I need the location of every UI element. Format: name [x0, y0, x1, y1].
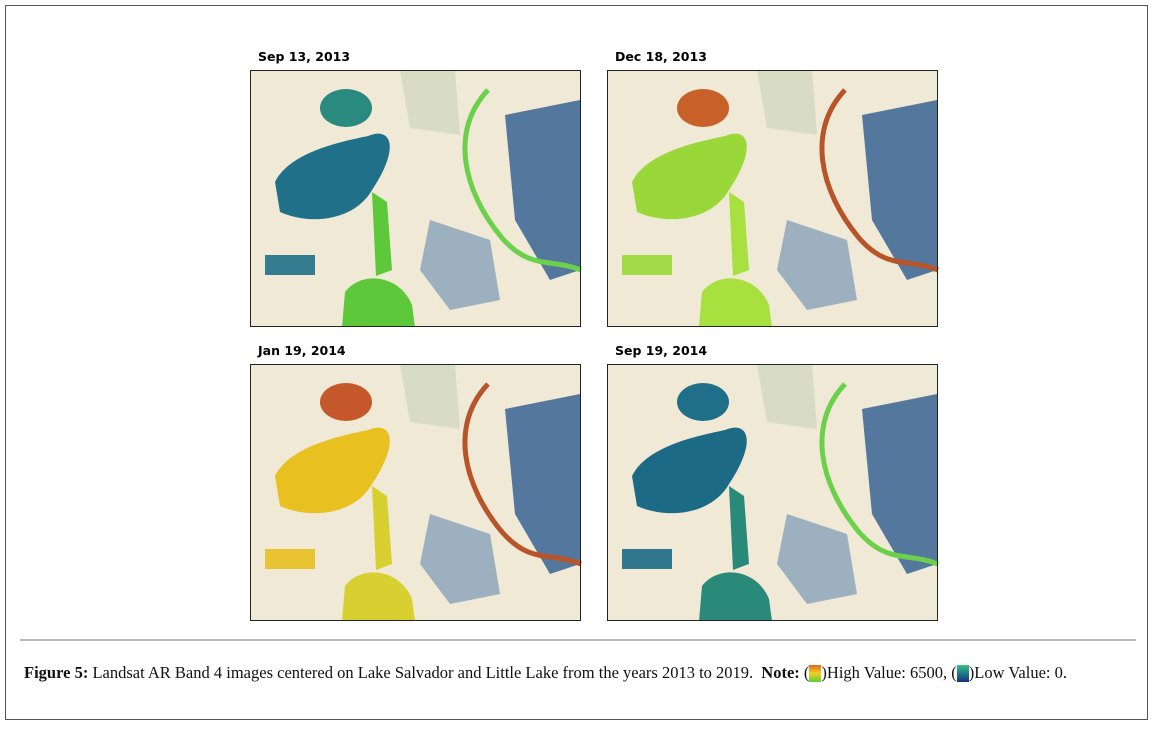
river [819, 382, 939, 567]
little-lake [320, 383, 372, 421]
marsh [420, 220, 500, 310]
high-swatch [809, 665, 822, 682]
map-border [607, 364, 938, 621]
paren: ( [951, 663, 957, 682]
map-image [250, 364, 582, 621]
low-note: )Low Value: 0. [968, 663, 1067, 682]
map-image [250, 70, 582, 327]
paren: ( [803, 663, 810, 682]
south-lake [699, 278, 772, 327]
river [819, 88, 939, 273]
channel [372, 192, 392, 276]
channel [372, 486, 392, 570]
panel-label: Sep 13, 2013 [258, 49, 350, 64]
urban-area [400, 70, 460, 135]
marsh [777, 220, 857, 310]
panel-label: Jan 19, 2014 [257, 343, 346, 358]
lake [632, 133, 747, 220]
channel [729, 486, 749, 570]
marsh [862, 394, 937, 574]
pond [622, 549, 672, 569]
map-image [607, 364, 939, 621]
lake [275, 427, 390, 514]
marsh [505, 100, 580, 280]
marsh [420, 514, 500, 604]
pond [265, 549, 315, 569]
map-panels: Sep 13, 2013 Dec 18, 2013 Jan 19, 2014 Sep … [20, 49, 1136, 641]
south-lake [699, 572, 772, 621]
low-swatch [956, 665, 969, 682]
marsh [862, 100, 937, 280]
marsh [505, 394, 580, 574]
south-lake [342, 572, 415, 621]
map-image [607, 70, 939, 327]
caption-text: Landsat AR Band 4 images centered on Lak… [92, 663, 754, 682]
caption: Figure 5: Landsat AR Band 4 images cente… [24, 660, 1139, 685]
lake [632, 427, 747, 514]
urban-area [757, 70, 817, 135]
map-border [250, 70, 581, 327]
pond [622, 255, 672, 275]
panel-label: Dec 18, 2013 [615, 49, 707, 64]
lake [275, 133, 390, 220]
urban-area [400, 364, 460, 429]
little-lake [677, 89, 729, 127]
marsh [777, 514, 857, 604]
little-lake [677, 383, 729, 421]
south-lake [342, 278, 415, 327]
river [462, 382, 582, 567]
channel [729, 192, 749, 276]
map-border [250, 364, 581, 621]
urban-area [757, 364, 817, 429]
river [462, 88, 582, 273]
panel-label: Sep 19, 2014 [615, 343, 707, 358]
figure-label: Figure 5: [24, 663, 89, 682]
note-label: Note: [761, 663, 800, 682]
figure-frame [5, 5, 1148, 720]
pond [265, 255, 315, 275]
little-lake [320, 89, 372, 127]
map-border [607, 70, 938, 327]
high-note: )High Value: 6500, [821, 663, 948, 682]
